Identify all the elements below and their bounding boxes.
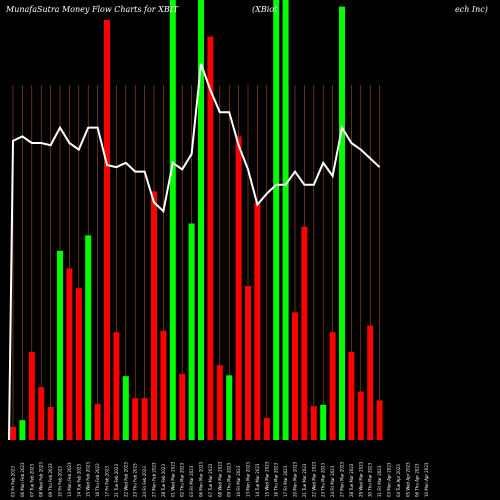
x-tick-label: 10 Mon Apr 2023 bbox=[424, 462, 429, 497]
money-flow-bar bbox=[66, 268, 73, 440]
x-tick-label: 31 Fri Mar 2023 bbox=[377, 465, 382, 497]
money-flow-bar bbox=[292, 312, 298, 440]
x-tick-label: 23 Thu Mar 2023 bbox=[321, 462, 326, 497]
chart-title-company-suffix: ech Inc) bbox=[455, 5, 488, 14]
money-flow-bar bbox=[57, 250, 63, 440]
x-tick-label: 14 Tue Mar 2023 bbox=[255, 463, 260, 497]
x-tick-label: 06 Mon Feb 2023 bbox=[20, 462, 25, 497]
money-flow-bar bbox=[113, 332, 120, 440]
x-tick-label: 03 Fri Mar 2023 bbox=[189, 465, 194, 497]
x-tick-label: 16 Thu Feb 2023 bbox=[95, 463, 100, 497]
x-tick-label: 02 Thu Mar 2023 bbox=[180, 462, 185, 497]
money-flow-bar bbox=[320, 404, 327, 440]
x-tick-label: 22 Wed Mar 2023 bbox=[311, 461, 316, 497]
money-flow-bar bbox=[329, 332, 336, 440]
x-tick-label: 30 Thu Mar 2023 bbox=[368, 462, 373, 497]
x-tick-label: 28 Tue Feb 2023 bbox=[161, 464, 166, 497]
x-tick-label: 03 Mon Apr 2023 bbox=[387, 462, 392, 497]
money-flow-bar bbox=[94, 403, 101, 440]
x-tick-label: 09 Thu Feb 2023 bbox=[48, 463, 53, 497]
x-tick-label: 21 Tue Feb 2023 bbox=[114, 464, 119, 497]
money-flow-bar bbox=[235, 136, 242, 440]
money-flow-bar bbox=[19, 420, 26, 440]
money-flow-bar bbox=[216, 365, 223, 440]
money-flow-bar bbox=[357, 391, 364, 440]
money-flow-bar bbox=[339, 6, 345, 440]
x-tick-label: 07 Tue Mar 2023 bbox=[208, 463, 213, 497]
money-flow-bar bbox=[28, 352, 35, 440]
x-tick-label: 28 Tue Mar 2023 bbox=[349, 463, 354, 497]
money-flow-bar bbox=[75, 288, 82, 440]
money-flow-bar bbox=[122, 376, 129, 440]
chart-title: MunafaSutra Money Flow Charts for XBIT bbox=[5, 5, 179, 14]
money-flow-bar bbox=[85, 235, 92, 440]
x-tick-label: 17 Fri Mar 2023 bbox=[283, 465, 288, 497]
money-flow-bar bbox=[188, 223, 195, 440]
x-tick-labels: 03 Fri Feb 2023 06 Mon Feb 2023 07 Tue Feb… bbox=[11, 461, 430, 497]
money-flow-bar bbox=[141, 398, 148, 440]
money-flow-bar bbox=[310, 406, 317, 440]
x-tick-label: 24 Fri Feb 2023 bbox=[142, 466, 147, 497]
money-flow-bar bbox=[348, 352, 355, 440]
money-flow-bar bbox=[301, 226, 308, 440]
x-tick-label: 24 Fri Mar 2023 bbox=[330, 465, 335, 497]
x-tick-label: 15 Wed Feb 2023 bbox=[86, 462, 91, 497]
money-flow-bar bbox=[160, 330, 167, 440]
money-flow-bar bbox=[132, 398, 139, 440]
x-tick-label: 22 Wed Feb 2023 bbox=[123, 462, 128, 497]
x-tick-label: 23 Thu Feb 2023 bbox=[133, 463, 138, 497]
money-flow-bar bbox=[367, 325, 374, 440]
x-tick-label: 08 Wed Feb 2023 bbox=[39, 462, 44, 497]
money-flow-bar bbox=[38, 387, 45, 440]
money-flow-bar bbox=[273, 0, 280, 440]
x-tick-label: 10 Fri Mar 2023 bbox=[236, 465, 241, 497]
money-flow-bar bbox=[207, 36, 214, 441]
x-tick-label: 07 Tue Feb 2023 bbox=[29, 464, 34, 497]
x-tick-label: 04 Tue Apr 2023 bbox=[396, 464, 401, 497]
x-tick-label: 06 Thu Apr 2023 bbox=[415, 463, 420, 497]
x-tick-label: 05 Wed Apr 2023 bbox=[405, 462, 410, 497]
x-tick-label: 17 Fri Feb 2023 bbox=[105, 466, 110, 497]
x-tick-label: 13 Mon Mar 2023 bbox=[246, 461, 251, 497]
chart-title-company: (XBiot bbox=[252, 5, 278, 14]
money-flow-line bbox=[8, 63, 381, 441]
x-tick-label: 03 Fri Feb 2023 bbox=[11, 466, 16, 497]
money-flow-bar bbox=[179, 374, 186, 440]
x-tick-label: 01 Wed Mar 2023 bbox=[170, 461, 175, 497]
money-flow-bar bbox=[254, 202, 261, 440]
x-tick-label: 16 Thu Mar 2023 bbox=[274, 462, 279, 497]
money-flow-bar bbox=[198, 0, 204, 440]
x-tick-label: 21 Tue Mar 2023 bbox=[302, 463, 307, 497]
x-tick-label: 27 Mon Feb 2023 bbox=[152, 462, 157, 497]
money-flow-bar bbox=[245, 286, 251, 440]
x-tick-label: 06 Mon Mar 2023 bbox=[199, 461, 204, 497]
x-tick-label: 29 Wed Mar 2023 bbox=[358, 461, 363, 497]
bars bbox=[10, 0, 383, 441]
x-tick-label: 15 Wed Mar 2023 bbox=[264, 461, 269, 497]
money-flow-bar bbox=[282, 0, 289, 440]
money-flow-bar bbox=[104, 19, 110, 441]
x-tick-label: 20 Mon Mar 2023 bbox=[293, 461, 298, 497]
money-flow-bar bbox=[151, 191, 157, 440]
x-tick-label: 08 Wed Mar 2023 bbox=[217, 461, 222, 497]
money-flow-bar bbox=[169, 0, 176, 440]
money-flow-bar bbox=[10, 426, 16, 440]
x-tick-label: 27 Mon Mar 2023 bbox=[340, 461, 345, 497]
x-tick-label: 09 Thu Mar 2023 bbox=[227, 462, 232, 497]
money-flow-bar bbox=[47, 407, 54, 440]
money-flow-bar bbox=[263, 418, 270, 440]
money-flow-bar bbox=[376, 400, 383, 440]
x-tick-label: 14 Tue Feb 2023 bbox=[76, 464, 81, 497]
x-tick-label: 10 Fri Feb 2023 bbox=[58, 466, 63, 497]
money-flow-bar bbox=[226, 375, 233, 440]
x-tick-label: 13 Mon Feb 2023 bbox=[67, 462, 72, 497]
